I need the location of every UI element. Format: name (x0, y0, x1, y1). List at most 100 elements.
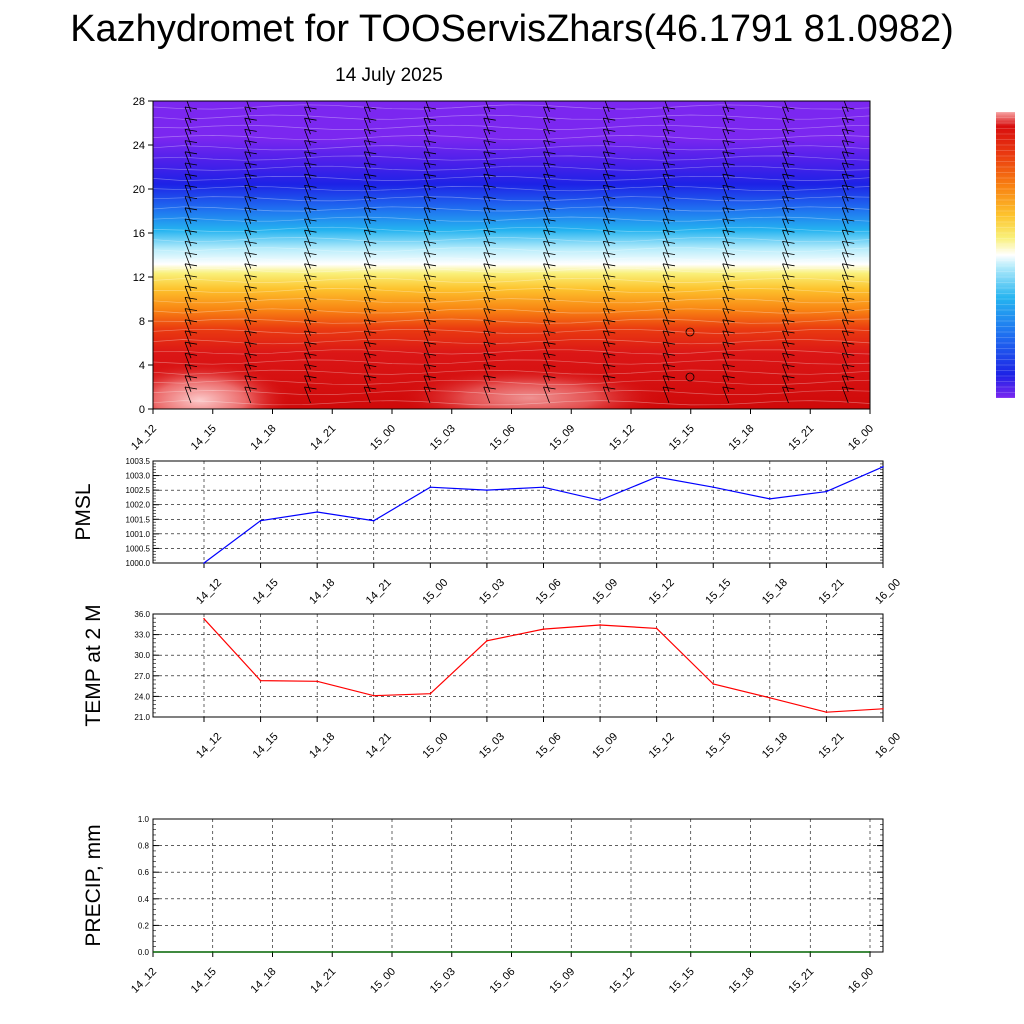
wind-barb (483, 297, 491, 314)
wind-barb-flag (543, 263, 556, 267)
x-tick-label: 15_15 (667, 966, 697, 996)
wind-barb-flag (662, 341, 676, 345)
wind-barb (662, 342, 670, 359)
wind-barb (363, 364, 371, 381)
wind-barb (602, 286, 610, 303)
wind-barb-flag (364, 173, 377, 177)
y-tick-label: 1002.5 (126, 486, 151, 495)
wind-barb-flag (423, 252, 437, 255)
data-point (429, 692, 432, 695)
wind-barb-flag (244, 308, 257, 311)
wind-barb (485, 101, 491, 112)
y-tick-label: 0.0 (138, 948, 150, 957)
x-tick-label: 16_00 (873, 577, 903, 607)
wind-barb (483, 252, 491, 269)
wind-barb-flag (722, 263, 735, 267)
colorbar (996, 111, 1015, 399)
wind-barb-flag (902, 163, 914, 165)
wind-barb-flag (483, 162, 496, 166)
x-tick-label: 15_03 (428, 423, 458, 453)
wind-barb (184, 342, 192, 359)
wind-barb (483, 129, 491, 146)
wind-barb (184, 319, 192, 336)
wind-barb (841, 263, 849, 280)
wind-barb-flag (842, 185, 855, 188)
wind-barb-flag (782, 364, 795, 367)
y-axis-label: PRECIP, mm (82, 824, 105, 946)
wind-barb (602, 162, 610, 180)
wind-barb-flag (783, 85, 795, 87)
wind-barb-flag (304, 319, 317, 323)
wind-barb-flag (902, 141, 914, 143)
wind-barb-flag (842, 140, 855, 143)
wind-barb (184, 353, 192, 370)
y-tick-label: 16 (133, 228, 145, 240)
wind-barb-flag (184, 185, 198, 188)
wind-barb-flag (842, 364, 855, 367)
wind-barb (304, 230, 311, 247)
wind-barb-flag (364, 129, 377, 132)
wind-barb-flag (782, 129, 795, 132)
wind-barb-flag (662, 173, 676, 177)
wind-barb-flag (902, 118, 914, 120)
wind-barb-flag (662, 375, 676, 379)
wind-barb (782, 375, 789, 392)
data-point (372, 694, 375, 697)
wind-barb (244, 174, 252, 191)
x-tick-label: 14_21 (308, 423, 338, 453)
wind-barb-flag (722, 185, 735, 188)
wind-barb (722, 207, 730, 224)
wind-barb (602, 106, 610, 124)
wind-barb (841, 230, 849, 247)
wind-barb-flag (662, 308, 676, 311)
wind-barb-flag (902, 197, 914, 199)
data-point (599, 624, 601, 626)
wind-barb (843, 101, 849, 112)
wind-barb-flag (304, 375, 317, 379)
wind-barb-flag (842, 218, 855, 222)
wind-barb-flag (902, 264, 914, 266)
wind-barb-flag (902, 219, 914, 221)
wind-barb-flag (842, 85, 854, 87)
wind-barb-flag (902, 152, 914, 154)
wind-barb (662, 386, 670, 404)
wind-barb (423, 106, 431, 124)
wind-barb (662, 162, 670, 180)
wind-barb (184, 151, 192, 168)
wind-barb-flag (782, 375, 795, 379)
wind-barbs (184, 85, 914, 404)
wind-barb-flag (782, 218, 795, 222)
wind-barb (305, 85, 311, 101)
wind-barb (782, 286, 789, 303)
wind-barb-flag (782, 151, 795, 155)
wind-barb (304, 151, 311, 168)
x-tick-label: 14_18 (307, 577, 337, 607)
wind-barb-flag (543, 218, 556, 222)
wind-barb (722, 353, 730, 370)
wind-barb-flag (364, 319, 377, 323)
wind-barb (782, 386, 789, 404)
wind-barb (244, 196, 252, 213)
wind-barb (244, 106, 252, 124)
wind-barb-flag (244, 140, 257, 143)
wind-barb-flag (483, 252, 496, 255)
wind-barb-flag (842, 106, 855, 110)
y-tick-label: 1003.5 (126, 457, 151, 466)
wind-barb (902, 129, 908, 145)
wind-barb-flag (304, 341, 317, 345)
temp-panel: 21.0 24.0 27.0 30.0 33.0 36.0 14_12 14_15 14_18 1… (82, 604, 903, 760)
wind-barb (543, 106, 550, 124)
panel-frame (152, 613, 884, 718)
wind-barb-flag (184, 353, 198, 356)
y-tick-label: 27.0 (134, 672, 150, 681)
wind-barb-flag (662, 353, 676, 356)
heatmap-panel: 0 4 8 12 16 20 24 28 14_12 14_15 14_18 14_21 15_00 15… (129, 85, 914, 453)
wind-barb-flag (364, 274, 377, 278)
contour-line (153, 114, 870, 120)
wind-barb (543, 185, 550, 202)
heatmap-gradient (153, 101, 870, 409)
wind-barb-flag (184, 341, 198, 345)
wind-barb (841, 241, 849, 258)
wind-barb-flag (244, 353, 257, 356)
wind-barb-flag (782, 241, 795, 244)
